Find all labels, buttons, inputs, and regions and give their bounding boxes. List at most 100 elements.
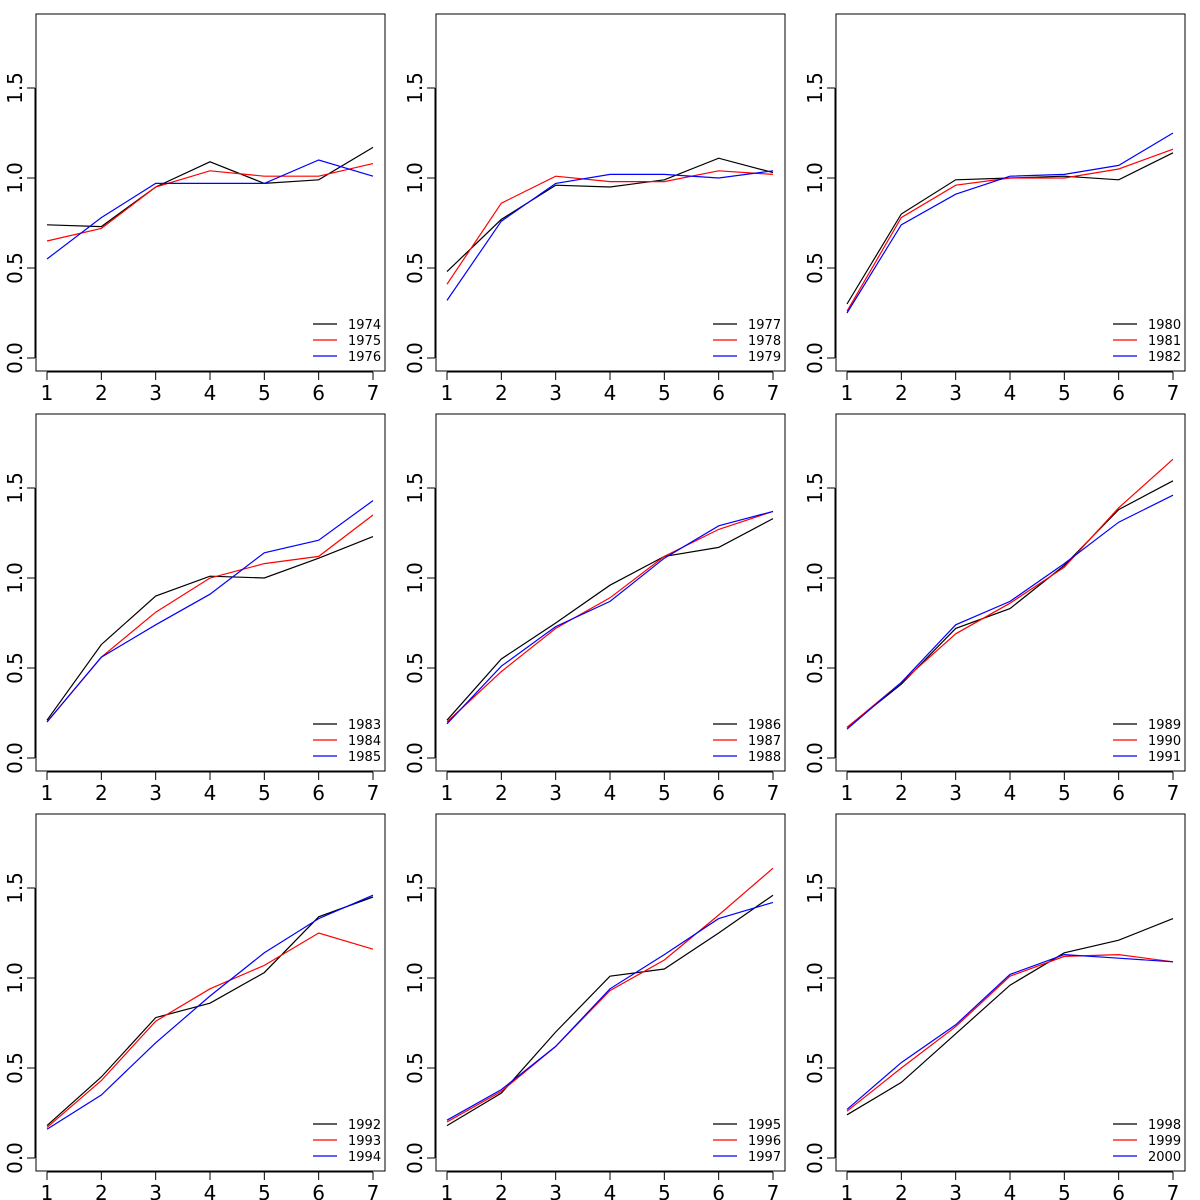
- y-tick-label: 0.5: [3, 652, 27, 684]
- x-tick-label: 1: [841, 781, 854, 805]
- y-tick-label: 0.0: [403, 1142, 427, 1174]
- y-tick-label: 0.0: [3, 742, 27, 774]
- y-tick-label: 0.0: [803, 342, 827, 374]
- series-line-1976: [46, 159, 374, 260]
- x-tick-label: 1: [441, 781, 454, 805]
- x-tick-label: 5: [658, 381, 671, 405]
- y-tick-label: 1.5: [803, 872, 827, 904]
- legend-label: 1988: [748, 750, 781, 765]
- x-tick-label: 4: [604, 381, 617, 405]
- series-line-1977: [446, 157, 774, 273]
- plot-frame: [435, 813, 786, 1172]
- y-tick-label: 1.0: [803, 562, 827, 594]
- x-tick-label: 5: [658, 1181, 671, 1200]
- y-tick-label: 0.5: [3, 252, 27, 284]
- legend-label: 1983: [348, 718, 381, 733]
- x-tick-label: 1: [41, 1181, 54, 1200]
- plot-frame: [435, 413, 786, 772]
- series-line-1993: [46, 932, 374, 1128]
- x-tick-label: 1: [441, 1181, 454, 1200]
- plot-frame: [35, 813, 386, 1172]
- legend-label: 1987: [748, 734, 781, 749]
- y-tick-label: 1.0: [403, 562, 427, 594]
- y-tick-label: 0.5: [803, 1052, 827, 1084]
- series-line-1979: [446, 170, 774, 301]
- x-tick-label: 5: [1058, 781, 1071, 805]
- series-line-1975: [46, 163, 374, 242]
- legend-label: 1992: [348, 1118, 381, 1133]
- series-line-1988: [446, 510, 774, 725]
- x-tick-label: 4: [1004, 381, 1017, 405]
- x-tick-label: 7: [767, 781, 780, 805]
- x-tick-label: 3: [149, 381, 162, 405]
- y-tick-label: 0.0: [3, 342, 27, 374]
- x-tick-label: 5: [258, 1181, 271, 1200]
- x-tick-label: 3: [949, 1181, 962, 1200]
- series-line-1981: [846, 148, 1174, 312]
- x-tick-label: 2: [95, 381, 108, 405]
- y-tick-label: 0.5: [403, 1052, 427, 1084]
- series-line-1983: [46, 536, 374, 721]
- series-line-1989: [846, 480, 1174, 728]
- x-tick-label: 4: [1004, 1181, 1017, 1200]
- series-line-2000: [846, 953, 1174, 1110]
- x-tick-label: 5: [658, 781, 671, 805]
- x-tick-label: 4: [604, 1181, 617, 1200]
- plot-frame: [35, 13, 386, 372]
- x-tick-label: 4: [1004, 781, 1017, 805]
- x-tick-label: 3: [949, 381, 962, 405]
- legend-label: 1999: [1148, 1134, 1181, 1149]
- y-tick-label: 1.0: [3, 162, 27, 194]
- x-tick-label: 4: [204, 781, 217, 805]
- x-tick-label: 1: [841, 381, 854, 405]
- y-tick-label: 0.0: [403, 742, 427, 774]
- y-tick-label: 0.5: [803, 252, 827, 284]
- series-line-1996: [446, 867, 774, 1123]
- x-tick-label: 6: [312, 781, 325, 805]
- x-tick-label: 6: [712, 781, 725, 805]
- legend-label: 2000: [1148, 1150, 1181, 1165]
- x-tick-label: 6: [1112, 1181, 1125, 1200]
- y-tick-label: 1.5: [803, 472, 827, 504]
- y-tick-label: 1.0: [403, 962, 427, 994]
- legend-label: 1979: [748, 350, 781, 365]
- legend-label: 1977: [748, 318, 781, 333]
- x-tick-label: 7: [367, 381, 380, 405]
- y-tick-label: 1.0: [403, 162, 427, 194]
- x-tick-label: 3: [149, 1181, 162, 1200]
- series-line-1997: [446, 901, 774, 1121]
- y-tick-label: 1.5: [3, 72, 27, 104]
- plot-frame: [835, 813, 1186, 1172]
- x-tick-label: 6: [712, 381, 725, 405]
- x-tick-label: 2: [495, 1181, 508, 1200]
- x-tick-label: 7: [1167, 1181, 1180, 1200]
- series-line-1998: [846, 918, 1174, 1116]
- series-line-1978: [446, 170, 774, 285]
- plot-frame: [835, 413, 1186, 772]
- x-tick-label: 7: [367, 1181, 380, 1200]
- x-tick-label: 5: [258, 381, 271, 405]
- y-tick-label: 0.0: [803, 1142, 827, 1174]
- series-line-1985: [46, 500, 374, 723]
- x-tick-label: 2: [95, 781, 108, 805]
- x-tick-label: 2: [495, 781, 508, 805]
- y-tick-label: 0.5: [3, 1052, 27, 1084]
- legend-label: 1990: [1148, 734, 1181, 749]
- plot-frame: [35, 413, 386, 772]
- x-tick-label: 2: [895, 781, 908, 805]
- plot-frame: [435, 13, 786, 372]
- y-tick-label: 1.5: [803, 72, 827, 104]
- legend-label: 1985: [348, 750, 381, 765]
